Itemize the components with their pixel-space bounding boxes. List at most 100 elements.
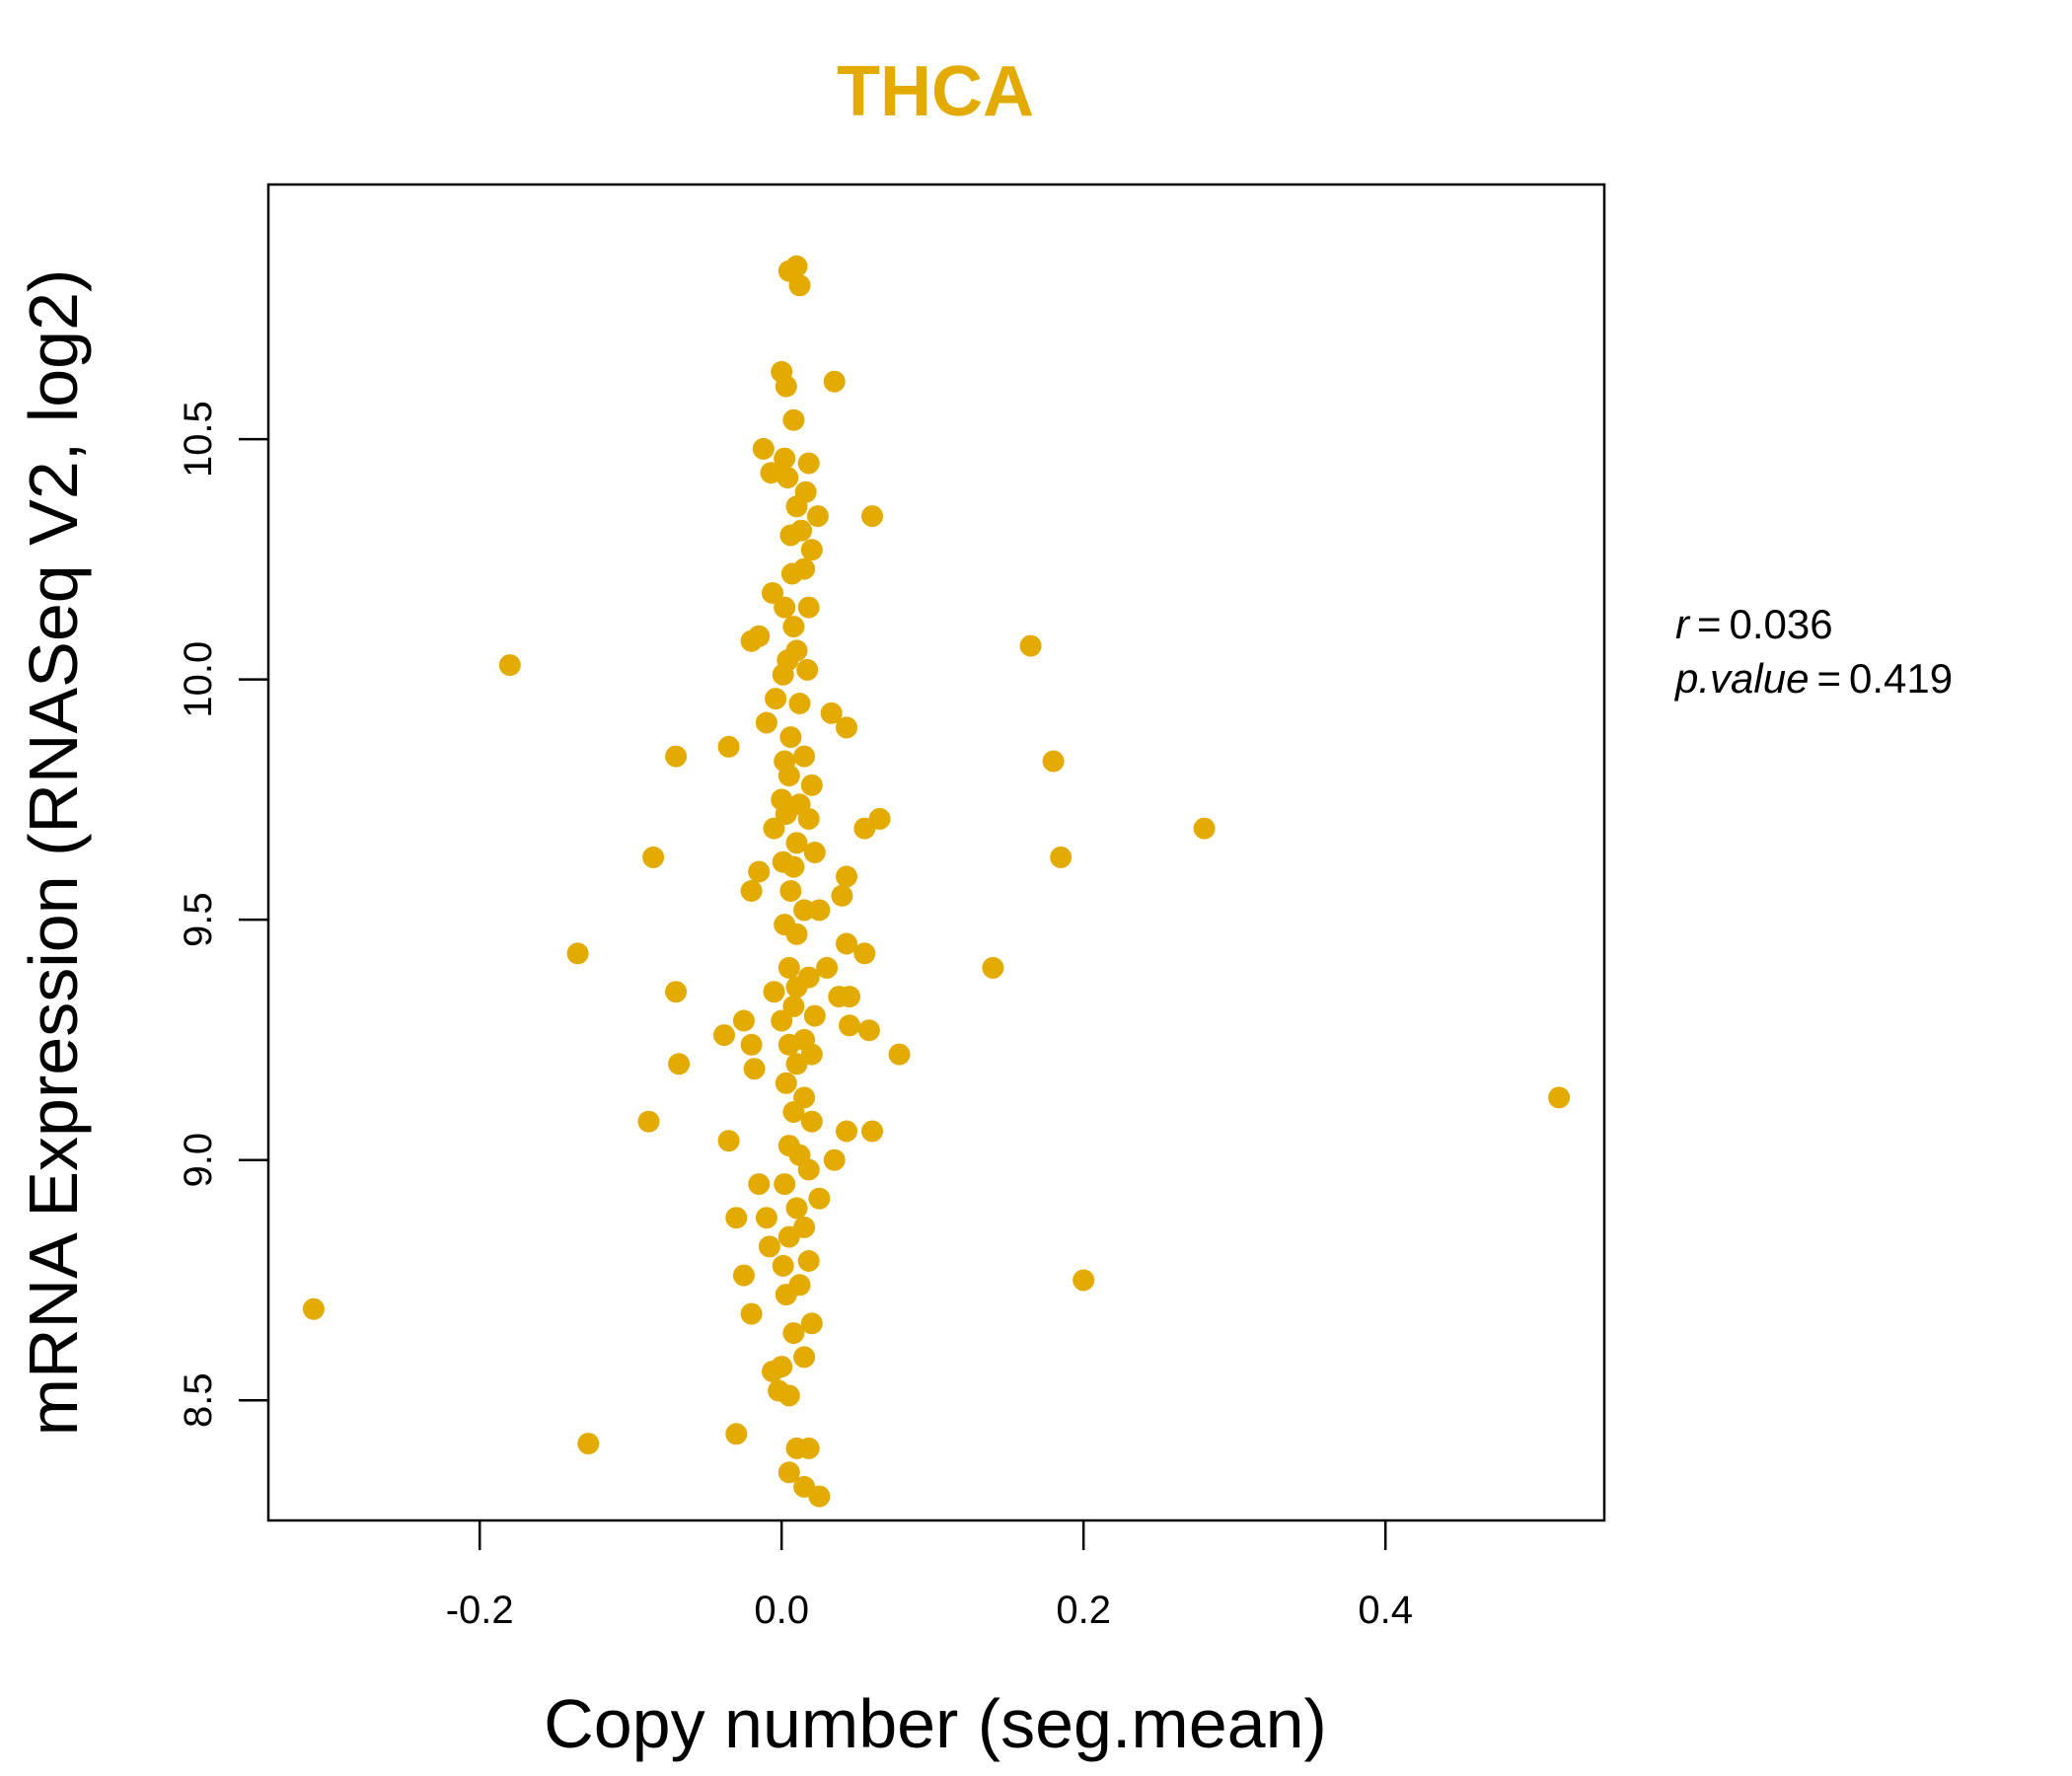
data-point — [788, 274, 811, 297]
data-point — [797, 452, 820, 475]
data-point — [797, 807, 820, 830]
data-point — [839, 1014, 860, 1037]
p-label: p.value — [1673, 655, 1809, 702]
data-point — [762, 1361, 783, 1382]
data-point — [725, 1423, 748, 1445]
p-equals: = — [1816, 655, 1841, 702]
p-stat-line: p.value = 0.419 — [1673, 655, 1953, 702]
y-tick-label: 10.0 — [177, 641, 220, 718]
x-tick-label: -0.2 — [446, 1589, 514, 1632]
data-point — [717, 735, 740, 758]
data-point — [803, 842, 826, 863]
data-point — [785, 976, 808, 999]
data-point — [775, 803, 797, 825]
data-point — [836, 1120, 857, 1143]
data-point — [771, 1009, 793, 1032]
data-point — [665, 981, 688, 1003]
data-point — [806, 505, 829, 528]
data-point — [777, 1225, 800, 1248]
data-point — [808, 1187, 831, 1210]
data-point — [748, 1173, 771, 1196]
data-point — [768, 1379, 790, 1402]
data-point — [1050, 846, 1073, 868]
data-point — [760, 462, 782, 484]
data-point — [785, 1053, 808, 1075]
data-point — [839, 986, 860, 1008]
data-point — [1548, 1086, 1571, 1109]
data-point — [782, 616, 805, 638]
data-point — [302, 1297, 325, 1320]
r-equals: = — [1697, 601, 1722, 647]
data-point — [740, 880, 763, 902]
data-point — [790, 519, 813, 542]
chart-title: THCA — [837, 52, 1034, 131]
data-point — [637, 1110, 660, 1133]
data-point — [853, 942, 876, 965]
data-point — [732, 1264, 755, 1287]
y-tick-label: 9.0 — [177, 1133, 220, 1188]
y-axis: 8.5 9.0 9.5 10.0 10.5 — [177, 401, 268, 1428]
r-label: r — [1675, 601, 1691, 647]
data-point — [774, 447, 796, 470]
data-point — [782, 1322, 805, 1345]
data-point — [779, 726, 802, 749]
data-point — [1073, 1269, 1095, 1292]
x-tick-label: 0.0 — [754, 1589, 809, 1632]
y-axis-title: mRNA Expression (RNASeq V2, log2) — [15, 269, 92, 1437]
data-point — [748, 625, 771, 647]
data-point — [774, 1173, 796, 1196]
data-point — [785, 255, 808, 277]
data-point — [888, 1043, 911, 1066]
data-point — [823, 1148, 846, 1171]
r-value: 0.036 — [1730, 601, 1833, 647]
data-point — [765, 688, 787, 710]
data-point — [758, 1235, 780, 1258]
data-point — [752, 437, 775, 460]
data-point — [777, 1461, 800, 1484]
data-point — [785, 832, 808, 854]
data-point — [797, 1250, 820, 1272]
data-point — [785, 923, 808, 945]
data-point — [777, 765, 800, 787]
x-axis-title: Copy number (seg.mean) — [544, 1685, 1327, 1762]
data-point — [732, 1009, 755, 1032]
data-point — [725, 1207, 748, 1229]
data-point — [797, 596, 820, 619]
data-point — [566, 942, 589, 965]
data-point — [779, 880, 802, 902]
data-point — [775, 1072, 797, 1094]
x-tick-label: 0.2 — [1056, 1589, 1111, 1632]
data-point — [772, 1254, 794, 1277]
data-point — [763, 981, 785, 1003]
data-point — [793, 557, 816, 580]
data-point — [713, 1024, 735, 1047]
data-point — [803, 1004, 826, 1027]
data-point — [857, 1019, 880, 1042]
x-axis: -0.2 0.0 0.2 0.4 — [446, 1520, 1413, 1632]
data-point — [785, 495, 808, 518]
data-point — [642, 846, 665, 868]
data-point — [665, 745, 688, 768]
data-point — [836, 716, 857, 739]
data-point — [740, 1033, 763, 1056]
data-point — [861, 505, 883, 528]
data-point — [808, 899, 831, 922]
data-point — [743, 1058, 766, 1080]
data-point — [755, 1207, 777, 1229]
data-point — [796, 658, 819, 681]
data-point — [797, 1437, 820, 1459]
y-tick-label: 9.5 — [177, 892, 220, 947]
data-point — [800, 539, 823, 561]
data-point — [836, 932, 857, 955]
data-point — [1042, 750, 1065, 773]
data-point — [793, 1346, 816, 1369]
points-layer — [302, 255, 1571, 1508]
y-tick-label: 10.5 — [177, 401, 220, 478]
data-point — [762, 582, 783, 604]
data-point — [797, 1158, 820, 1181]
data-point — [774, 596, 796, 619]
plot-frame — [266, 183, 1606, 1522]
data-point — [577, 1433, 600, 1455]
data-point — [782, 855, 805, 878]
